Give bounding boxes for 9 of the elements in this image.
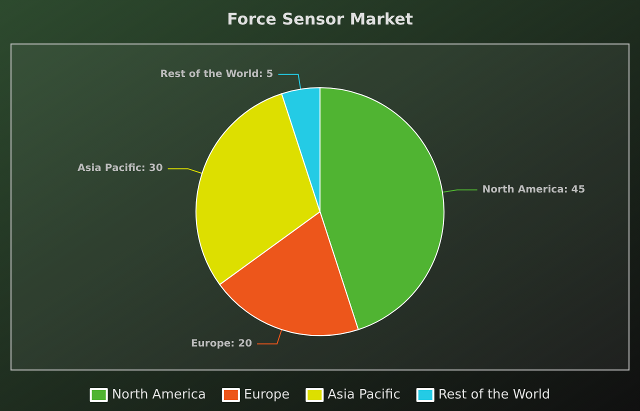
- chart-title: Force Sensor Market: [226, 10, 414, 28]
- data-label: Asia Pacific: 30: [78, 163, 163, 174]
- data-label: Europe: 20: [190, 338, 252, 350]
- data-label: North America: 45: [482, 184, 586, 196]
- data-label: Rest of the World: 5: [160, 68, 274, 80]
- legend-label: Asia Pacific: [328, 388, 400, 402]
- legend-label: Europe: [244, 388, 290, 402]
- legend-label: Rest of the World: [438, 388, 550, 402]
- legend-label: North America: [112, 388, 206, 402]
